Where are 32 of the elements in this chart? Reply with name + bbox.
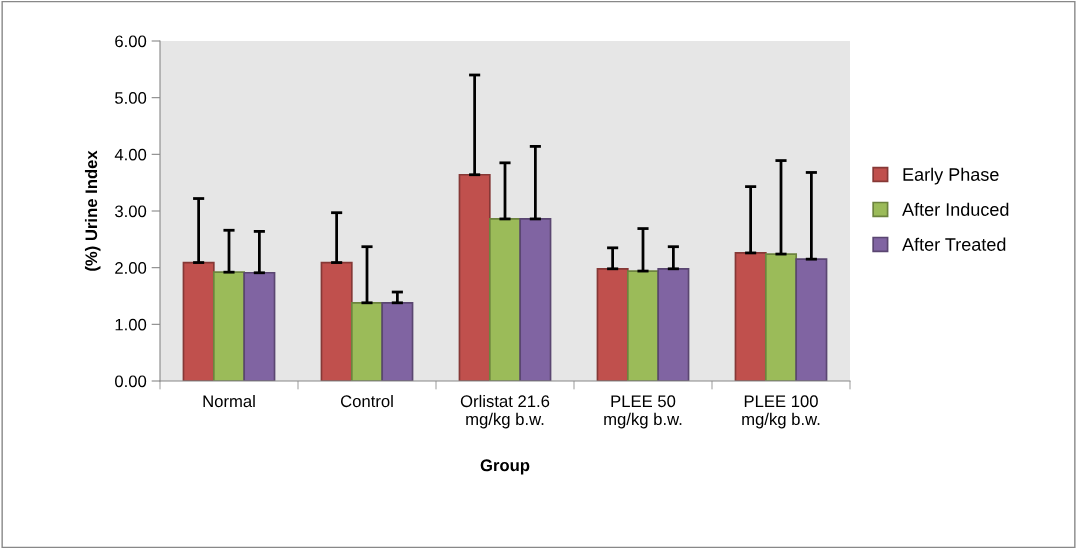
x-tick-label: Control — [340, 394, 393, 408]
bar — [764, 253, 798, 381]
bar — [488, 218, 522, 381]
x-tick-label: Normal — [203, 394, 255, 408]
bar — [795, 258, 828, 381]
y-tick-label: 3.00 — [115, 205, 147, 218]
bar — [182, 261, 215, 381]
bar — [212, 271, 246, 381]
bar — [320, 261, 353, 381]
bar — [243, 271, 276, 381]
bar — [519, 218, 552, 381]
bar — [350, 301, 384, 381]
bar — [458, 173, 491, 381]
x-tick-label: PLEE 50 mg/kg b.w. — [604, 395, 682, 429]
y-tick-label: 2.00 — [115, 262, 147, 274]
bar — [381, 301, 414, 381]
y-axis-title: (%) Urine Index — [84, 150, 101, 271]
bar — [626, 270, 660, 381]
bar — [734, 252, 767, 381]
x-tick-label: Orlistat 21.6 mg/kg b.w. — [460, 394, 550, 429]
y-tick-label: 0.00 — [115, 375, 147, 388]
y-tick-label: 6.00 — [115, 35, 147, 48]
y-tick-label: 5.00 — [115, 92, 147, 104]
x-tick-label: PLEE 100 mg/kg b.w. — [742, 395, 820, 429]
y-tick-label: 4.00 — [114, 148, 147, 161]
x-axis-title: Group — [480, 459, 530, 475]
legend-label: After Treated — [902, 237, 1006, 251]
bar — [657, 267, 690, 381]
y-tick-label: 1.00 — [115, 318, 147, 331]
legend-label: Early Phase — [903, 167, 999, 185]
legend-label: After Induced — [902, 202, 1009, 216]
bar — [596, 267, 629, 381]
